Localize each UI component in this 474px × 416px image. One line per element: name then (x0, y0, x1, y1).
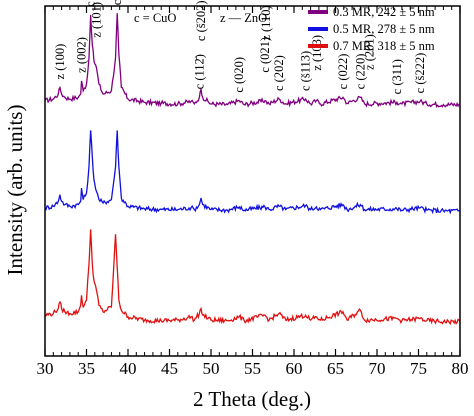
x-tick-label: 50 (203, 359, 220, 378)
peak-label: z (101) (89, 2, 103, 38)
peak-label: c (021) (258, 37, 272, 73)
peak-label: c (020) (232, 57, 246, 93)
series-line-2 (44, 130, 461, 215)
x-tick-label: 55 (244, 359, 261, 378)
x-axis-title: 2 Theta (deg.) (193, 387, 311, 411)
axes: 30 35 40 45 50 55 60 65 70 75 80 (37, 5, 469, 378)
peak-label: z (002) (75, 37, 89, 73)
x-tick-label: 60 (286, 359, 303, 378)
legend-label: 0.3 MR, 242 ± 5 nm (333, 5, 435, 19)
legend: 0.3 MR, 242 ± 5 nm 0.5 MR, 278 ± 5 nm 0.7 … (308, 5, 435, 53)
series-line-1 (44, 13, 461, 108)
x-tick-label: 65 (327, 359, 344, 378)
peak-label: z (103) (310, 35, 324, 71)
peak-label: c (111) (110, 0, 124, 5)
series-line-3 (44, 229, 461, 326)
x-tick-label: 30 (37, 359, 54, 378)
x-tick-label: 80 (452, 359, 469, 378)
y-axis-title: Intensity (arb. units) (3, 105, 27, 276)
peak-label: c (202) (272, 55, 286, 91)
x-tick-label: 35 (78, 359, 95, 378)
legend-label: 0.5 MR, 278 ± 5 nm (333, 22, 435, 36)
peak-label: c (112̄) (192, 54, 206, 89)
key-zno: z — ZnO (220, 11, 267, 25)
peak-labels: z (100)z (002)c (110)c (Ī11)z (101)c (11… (53, 0, 427, 94)
peak-label: c (220) (353, 54, 367, 90)
plot-frame (44, 5, 461, 357)
legend-label: 0.7 MR, 318 ± 5 nm (333, 39, 435, 53)
peak-label: z (201) (363, 34, 377, 70)
peak-label: c (š202) (194, 0, 208, 41)
peak-label: c (311) (390, 59, 404, 94)
peak-label: z (100) (53, 44, 67, 80)
x-tick-label: 40 (120, 359, 137, 378)
peak-label: c (š113) (299, 51, 313, 91)
series-layer (44, 13, 461, 326)
peak-label: c (110) (84, 0, 98, 7)
peak-label: c (022) (336, 54, 350, 90)
x-tick-label: 70 (369, 359, 386, 378)
peak-label: z (110) (259, 5, 273, 40)
key-cuo: c = CuO (134, 11, 176, 25)
x-tick-label: 45 (161, 359, 178, 378)
peak-label: c (š222) (413, 53, 427, 94)
x-tick-label: 75 (410, 359, 427, 378)
